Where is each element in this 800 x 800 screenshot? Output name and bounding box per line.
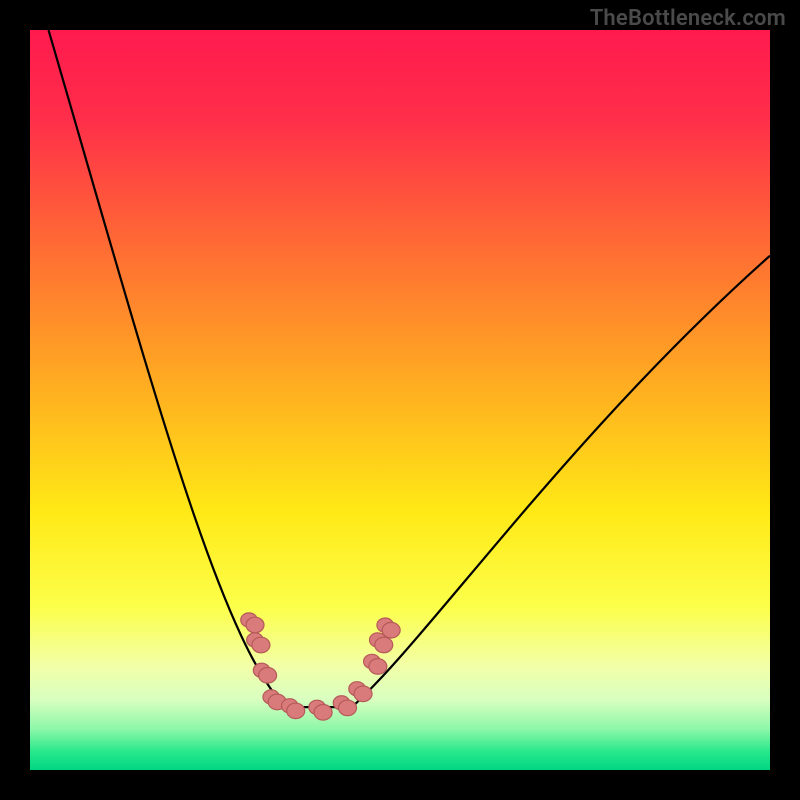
marker-point xyxy=(375,637,393,653)
marker-point xyxy=(252,637,270,653)
marker-point xyxy=(382,622,400,638)
marker-point xyxy=(354,686,372,702)
marker-point xyxy=(339,700,357,716)
marker-point xyxy=(314,705,332,721)
outer-frame: TheBottleneck.com xyxy=(0,0,800,800)
marker-point xyxy=(246,617,264,633)
marker-point xyxy=(259,668,277,684)
marker-point xyxy=(369,659,387,675)
chart-svg xyxy=(30,30,770,770)
plot-area xyxy=(30,30,770,770)
gradient-background xyxy=(30,30,770,770)
marker-point xyxy=(287,703,305,719)
watermark-text: TheBottleneck.com xyxy=(590,6,786,31)
